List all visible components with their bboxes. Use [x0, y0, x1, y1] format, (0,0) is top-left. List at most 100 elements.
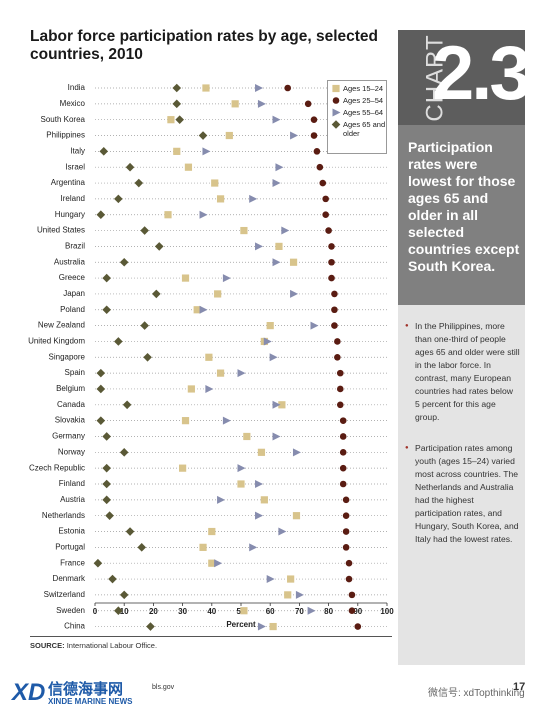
highlight-text: Participation rates were lowest for thos… — [408, 139, 520, 274]
category-label: Germany — [52, 432, 85, 441]
legend-label: Ages 25–54 — [343, 96, 384, 105]
category-label: Austria — [60, 495, 85, 504]
category-label: Sweden — [56, 606, 85, 615]
marker-triangle — [281, 226, 290, 235]
marker-square — [199, 543, 207, 551]
marker-circle — [339, 480, 347, 488]
source-text: International Labour Office. — [66, 641, 158, 650]
marker-triangle — [272, 258, 281, 267]
marker-square — [243, 432, 251, 441]
chart-number: 2.3 — [432, 31, 532, 116]
bullet-text: Participation rates among youth (ages 15… — [415, 443, 519, 544]
category-label: Spain — [65, 368, 85, 377]
x-tick-label: 40 — [207, 607, 216, 616]
marker-square — [332, 84, 340, 93]
marker-square — [208, 527, 216, 536]
category-label: Canada — [57, 400, 86, 409]
marker-triangle — [222, 416, 231, 425]
category-label: Norway — [58, 447, 85, 456]
legend-icon — [332, 84, 340, 93]
marker-square — [260, 496, 268, 504]
marker-diamond — [119, 590, 129, 600]
category-label: New Zealand — [38, 321, 85, 330]
marker-triangle — [263, 337, 272, 346]
highlight-box — [398, 125, 525, 305]
marker-circle — [339, 464, 347, 472]
marker-triangle — [290, 131, 299, 140]
marker-square — [240, 607, 248, 615]
marker-triangle — [255, 511, 264, 520]
marker-circle — [310, 132, 318, 139]
chart-badge — [398, 30, 525, 125]
marker-diamond — [119, 448, 129, 457]
marker-diamond — [108, 574, 117, 584]
category-label: Greece — [59, 273, 86, 282]
marker-square — [216, 195, 225, 203]
marker-circle — [336, 369, 344, 377]
category-label: Portugal — [55, 542, 85, 551]
marker-triangle — [205, 384, 214, 393]
legend-item: Ages 25–54 — [328, 96, 386, 105]
category-label: Philippines — [46, 131, 85, 140]
category-label: Poland — [60, 305, 85, 314]
legend-icon — [332, 108, 341, 117]
marker-circle — [319, 179, 327, 187]
marker-triangle — [266, 575, 275, 584]
marker-diamond — [154, 242, 164, 251]
marker-diamond — [152, 289, 161, 299]
marker-triangle — [255, 480, 264, 488]
marker-triangle — [255, 242, 264, 251]
category-label: Argentina — [51, 178, 86, 187]
category-label: Czech Republic — [29, 463, 85, 472]
marker-triangle — [269, 353, 278, 362]
category-label: India — [68, 83, 86, 92]
marker-triangle — [249, 543, 258, 552]
marker-diamond — [114, 337, 123, 346]
marker-square — [284, 591, 292, 599]
marker-square — [179, 464, 187, 472]
marker-diamond — [99, 147, 109, 156]
marker-circle — [328, 243, 335, 250]
marker-square — [167, 116, 175, 124]
marker-diamond — [96, 368, 106, 378]
marker-diamond — [96, 210, 106, 220]
marker-circle — [345, 559, 353, 567]
marker-circle — [339, 449, 347, 456]
marker-circle — [316, 163, 324, 171]
brand: 信德海事网 — [48, 681, 124, 698]
marker-triangle — [310, 321, 319, 330]
legend-label: Ages 55–64 — [343, 108, 384, 117]
marker-circle — [334, 338, 341, 345]
x-tick-label: 90 — [353, 607, 362, 616]
marker-square — [211, 179, 219, 187]
category-label: Brazil — [65, 242, 85, 251]
marker-circle — [284, 84, 292, 92]
marker-circle — [342, 544, 350, 551]
category-label: Belgium — [56, 384, 85, 393]
marker-square — [208, 559, 216, 567]
marker-triangle — [217, 495, 226, 504]
marker-diamond — [134, 178, 144, 188]
marker-diamond — [96, 384, 106, 394]
category-label: Italy — [70, 146, 85, 155]
marker-diamond — [102, 479, 111, 489]
marker-circle — [348, 591, 356, 599]
category-label: South Korea — [41, 115, 86, 124]
marker-circle — [339, 433, 347, 440]
wechat: 微信号: xdTopthinking — [428, 688, 525, 699]
marker-diamond — [114, 606, 123, 616]
marker-triangle — [237, 464, 246, 473]
marker-square — [257, 448, 266, 456]
marker-triangle — [272, 432, 281, 441]
marker-triangle — [199, 210, 208, 219]
source-label: SOURCE: — [30, 641, 65, 650]
category-label: Hungary — [55, 210, 85, 219]
divider — [30, 636, 392, 637]
marker-square — [225, 131, 233, 140]
marker-square — [237, 480, 245, 488]
marker-square — [193, 306, 201, 314]
marker-circle — [304, 100, 312, 108]
marker-diamond — [172, 99, 182, 109]
logo-mark: XD — [12, 679, 46, 706]
